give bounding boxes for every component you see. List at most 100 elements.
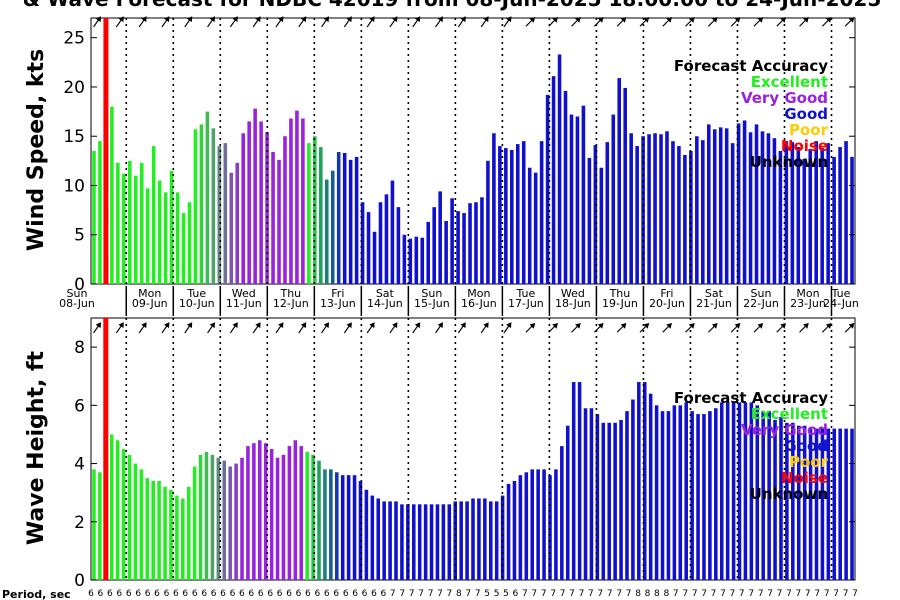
bar [648,393,653,580]
wind-arrow-icon [207,16,216,28]
period-value: 6 [182,589,188,599]
wind-arrow-icon [343,322,352,334]
day-of-week-label: Fri [660,287,673,300]
bar [725,402,730,580]
wind-arrow-icon [435,322,444,334]
bar [563,90,568,285]
bar [474,202,478,284]
bar [527,167,532,284]
y-tick-label: 0 [74,571,85,591]
bar [631,399,635,580]
period-value: 6 [296,589,302,599]
period-value: 7 [852,589,858,599]
bar [241,133,245,284]
period-value: 6 [88,589,94,599]
bar [450,198,454,284]
bar [737,402,742,580]
y-tick-label: 5 [74,226,85,246]
bar [92,469,96,580]
period-value: 7 [833,589,839,599]
bar [838,147,842,284]
y-tick-label: 10 [63,176,85,196]
bar [269,449,274,580]
bar [617,78,622,284]
bar [271,151,275,284]
period-value: 8 [645,589,651,599]
bar [204,451,209,580]
bar [471,498,475,580]
bar [382,501,386,580]
wind-arrow-icon [93,322,102,334]
bar [358,481,363,580]
bar [498,146,502,284]
wind-arrow-icon [639,323,650,333]
bar [329,469,333,580]
period-value: 7 [767,589,773,599]
period-value: 7 [409,589,415,599]
bar [678,405,683,580]
wind-arrow-icon [435,16,444,28]
period-value: 7 [597,589,603,599]
bar [400,504,404,580]
day-labels: Sun08-JunMon09-JunTue10-JunWed11-JunThu1… [59,286,859,316]
bar [420,237,425,284]
bar [408,238,413,284]
bar [307,143,311,284]
bar [629,133,633,284]
bar [826,428,831,580]
period-value: 7 [626,589,632,599]
bar [654,405,659,580]
bar [396,207,401,284]
bar [504,148,508,284]
bar [533,172,538,284]
wind-arrow-icon [389,16,398,28]
day-of-week-label: Mon [796,287,819,300]
bar [370,495,375,580]
bar [348,159,353,284]
wind-arrow-icon [593,17,604,27]
day-of-week-label: Sun [67,287,88,300]
period-value: 6 [201,589,207,599]
period-value: 7 [399,589,405,599]
wind-arrow-icon [115,322,124,334]
date-label: 24-Jun [823,297,859,310]
bar [122,173,126,284]
bar [402,234,407,284]
legend-entry: Poor [789,121,829,139]
period-value: 6 [135,589,141,599]
date-label: 11-Jun [226,297,262,310]
bar [483,498,487,580]
bar [109,434,114,580]
wind-arrow-icon [93,16,102,28]
period-value: 6 [371,589,377,599]
bar [157,180,162,284]
date-label: 21-Jun [696,297,732,310]
bar [731,402,736,580]
y-tick-label: 4 [74,455,85,475]
bar [92,151,96,284]
bar [677,146,681,284]
wind-arrow-icon [161,16,170,28]
bar [683,154,687,284]
bar [730,143,735,284]
bar [593,145,598,284]
period-value: 7 [786,589,792,599]
bar [773,419,777,580]
bar [696,414,700,580]
wind-arrow-icon [548,323,558,333]
period-value: 6 [343,589,349,599]
period-value: 6 [239,589,245,599]
day-of-week-label: Sun [421,287,442,300]
bar [253,108,257,284]
day-of-week-label: Thu [609,287,631,300]
bar [748,132,753,284]
bar [492,133,496,284]
period-value: 6 [324,589,330,599]
wind-arrow-icon [275,16,284,28]
bar [441,504,446,580]
legend-entry: Excellent [751,73,828,91]
y-tick-label: 6 [74,396,85,416]
date-label: 20-Jun [649,297,685,310]
period-value: 5 [503,589,509,599]
bar [785,422,789,580]
